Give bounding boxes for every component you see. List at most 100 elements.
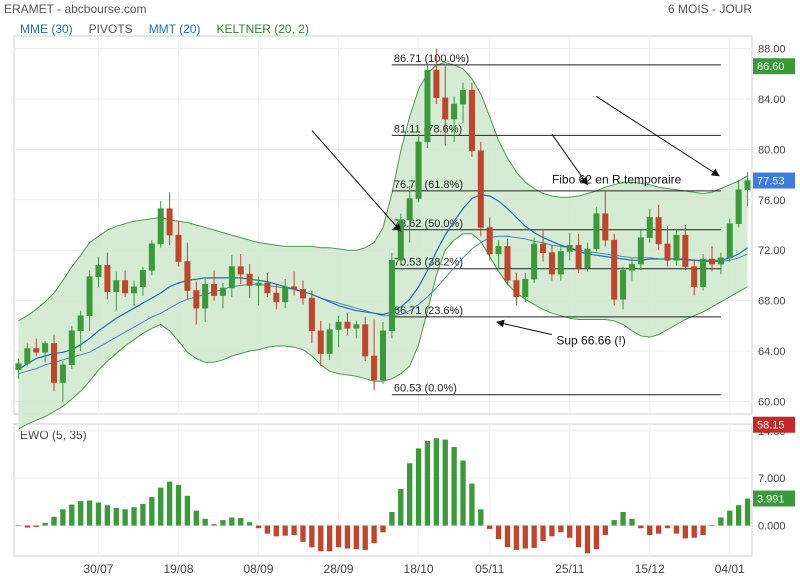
candle-body <box>611 239 618 300</box>
ewo-bar <box>95 502 102 526</box>
candle-body <box>584 248 591 269</box>
candle-body <box>86 276 93 316</box>
ewo-bar <box>229 517 235 526</box>
period-selector[interactable]: 6 MOIS - JOUR <box>667 2 752 16</box>
candle-body <box>202 283 209 309</box>
ewo-bar <box>246 522 253 526</box>
price-tick-label: 80.00 <box>758 144 786 156</box>
price-tick-label: 76.00 <box>758 195 786 207</box>
date-tick-label: 15/12 <box>635 562 665 576</box>
date-tick-label: 04/01 <box>715 562 745 576</box>
candle-body <box>344 321 351 329</box>
price-tick-label: 68.00 <box>758 296 786 308</box>
ewo-bar <box>691 525 697 538</box>
candle-body <box>42 343 49 353</box>
candle-body <box>68 330 75 366</box>
legend-mme[interactable]: MME (30) <box>20 22 73 36</box>
candle-body <box>326 329 333 354</box>
ewo-bar <box>451 447 457 526</box>
legend-pivots[interactable]: PIVOTS <box>88 22 133 36</box>
ewo-bar <box>558 525 564 533</box>
ewo-bar <box>291 525 297 536</box>
ewo-bar <box>362 525 368 550</box>
ewo-bar <box>78 501 84 526</box>
candle-body <box>397 219 404 261</box>
candle-body <box>442 97 449 120</box>
ewo-bar <box>407 463 413 526</box>
ewo-bar <box>735 505 742 526</box>
candle-body <box>353 324 360 329</box>
annotation-text: Sup 66.66 (!) <box>556 334 625 348</box>
ewo-bar <box>371 525 377 544</box>
candle-body <box>15 363 22 371</box>
candle-body <box>540 243 547 253</box>
candle-body <box>175 234 182 262</box>
candle-body <box>77 315 84 332</box>
candle-body <box>219 287 226 296</box>
candle-body <box>700 258 707 287</box>
ewo-bar <box>344 525 351 549</box>
candle-body <box>193 290 200 309</box>
candle-body <box>522 278 529 298</box>
candle-body <box>575 244 582 269</box>
legend-keltner[interactable]: KELTNER (20, 2) <box>216 22 309 36</box>
ewo-value-tag-box <box>753 490 795 507</box>
candle-body <box>148 243 155 271</box>
ewo-bar <box>24 525 31 528</box>
ewo-bar <box>33 525 39 527</box>
candle-body <box>637 237 644 265</box>
ewo-bar <box>433 438 440 526</box>
annotation-arrow <box>311 130 402 232</box>
price-tick-label: 64.00 <box>758 346 786 358</box>
ewo-bar <box>113 507 119 526</box>
mme-30-line <box>18 194 748 371</box>
ewo-bar <box>611 520 617 526</box>
candle-body <box>451 103 458 120</box>
candle-body <box>184 261 191 291</box>
ewo-bar <box>104 505 111 526</box>
candle-body <box>228 266 235 289</box>
ewo-bar <box>69 504 75 526</box>
ewo-bar <box>424 440 431 526</box>
ewo-bar <box>51 516 57 526</box>
candle-body <box>460 89 467 105</box>
candle-body <box>566 244 573 252</box>
ewo-bar <box>718 517 724 526</box>
candle-body <box>495 246 502 255</box>
date-tick-label: 08/09 <box>244 562 274 576</box>
ewo-bar <box>175 484 182 526</box>
ewo-bar <box>487 525 493 529</box>
candle-body <box>104 265 111 293</box>
candle-body <box>24 348 31 364</box>
ewo-bar <box>140 503 146 526</box>
candle-body <box>371 355 378 381</box>
candle-body <box>379 330 387 381</box>
price-tag-box <box>753 172 795 189</box>
ewo-bar <box>398 488 404 526</box>
indicator-legend: MME (30) PIVOTS MMT (20) KELTNER (20, 2) <box>20 22 309 36</box>
ewo-bar <box>389 512 395 526</box>
fibonacci-label: 73.62 (50.0%) <box>394 218 463 230</box>
candle-body <box>424 69 431 143</box>
ewo-bar <box>158 487 164 526</box>
legend-mmt[interactable]: MMT (20) <box>148 22 201 36</box>
candle-body <box>122 280 129 294</box>
candle-body <box>139 270 146 287</box>
ewo-bar <box>682 525 688 539</box>
candle-body <box>166 208 173 236</box>
ewo-bar <box>531 525 537 548</box>
price-tick-label: 60.00 <box>758 396 786 408</box>
ewo-bar <box>513 525 520 550</box>
candle-body <box>211 283 218 296</box>
candle-body <box>131 286 138 294</box>
candle-body <box>477 150 484 228</box>
candle-body <box>548 252 555 275</box>
ewo-bar <box>15 525 22 527</box>
candle-body <box>593 213 600 250</box>
ewo-bar <box>131 507 137 526</box>
candle-body <box>237 266 244 275</box>
date-tick-label: 05/11 <box>475 562 504 576</box>
ewo-bar <box>442 439 448 526</box>
ewo-bar <box>86 500 93 526</box>
